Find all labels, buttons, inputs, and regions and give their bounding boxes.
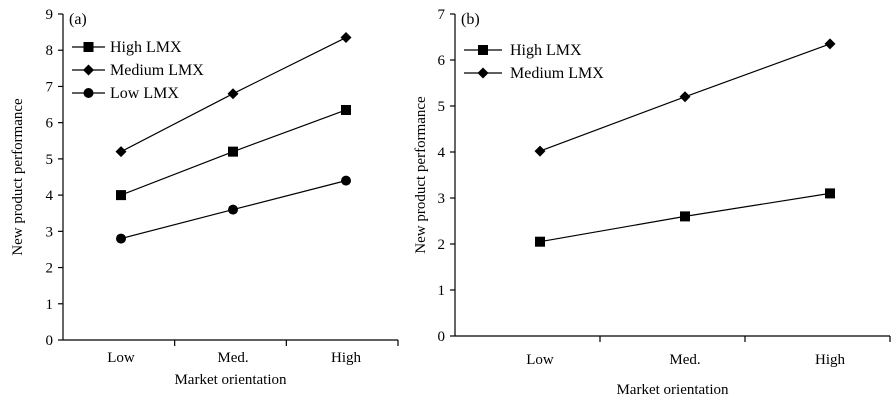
data-point-diamond [340, 32, 352, 44]
legend: High LMX Medium LMX Low LMX [72, 39, 204, 102]
y-tick-label: 2 [438, 237, 446, 253]
y-tick-label: 6 [46, 116, 54, 132]
y-tick-label: 1 [46, 297, 54, 313]
x-tick-label: Low [526, 352, 554, 368]
data-point-diamond [679, 91, 691, 103]
y-axis-title: New product performance [10, 98, 26, 256]
data-point-square [116, 190, 126, 201]
chart-panel-b: 0 1 2 3 4 5 6 7 Low Med. High Market orientation New… [413, 7, 891, 398]
y-tick-label: 6 [438, 53, 446, 69]
legend-marker-diamond [83, 64, 94, 76]
legend-item: High LMX [464, 42, 582, 59]
series-low-lmx [116, 175, 351, 244]
data-point-square [535, 236, 545, 247]
x-tick-label: High [815, 352, 846, 368]
panel-label: (b) [461, 11, 480, 28]
data-point-diamond [227, 88, 239, 100]
y-tick-label: 7 [438, 7, 446, 23]
x-axis-title: Market orientation [616, 382, 729, 398]
series-medium-lmx [534, 38, 836, 157]
series-medium-lmx [115, 32, 352, 158]
chart-panel-a: 0 1 2 3 4 5 6 7 8 9 Low Med. High Market orientation N… [10, 7, 399, 388]
y-tick-label: 4 [438, 145, 446, 161]
data-point-square [680, 211, 690, 222]
y-axis-title: New product performance [413, 96, 429, 254]
series-high-lmx [535, 188, 835, 247]
y-tick-label: 9 [46, 7, 54, 23]
legend-label: Medium LMX [510, 65, 604, 82]
y-tick-label: 4 [46, 188, 54, 204]
legend-item: High LMX [72, 39, 182, 56]
legend-item: Medium LMX [464, 65, 604, 82]
series-high-lmx [116, 104, 351, 201]
legend-marker-circle [83, 88, 94, 98]
y-tick-label: 0 [46, 333, 54, 349]
legend: High LMX Medium LMX [464, 42, 604, 82]
x-axis-title: Market orientation [174, 372, 287, 388]
panel-label: (a) [69, 11, 87, 28]
y-tick-label: 3 [438, 191, 446, 207]
x-tick-label: Med. [669, 352, 700, 368]
data-point-diamond [115, 146, 127, 158]
y-tick-label: 1 [438, 283, 446, 299]
data-point-square [228, 146, 238, 157]
data-point-square [341, 104, 351, 115]
legend-label: Low LMX [110, 85, 179, 102]
x-tick-label: High [331, 350, 362, 366]
y-tick-label: 7 [46, 79, 54, 95]
legend-label: High LMX [110, 39, 182, 56]
legend-marker-square [478, 45, 488, 55]
data-point-circle [228, 204, 238, 215]
y-tick-label: 0 [438, 329, 446, 345]
y-tick-label: 5 [438, 99, 446, 115]
y-tick-label: 8 [46, 43, 54, 59]
data-point-circle [341, 175, 351, 186]
legend-item: Low LMX [72, 85, 179, 102]
data-point-circle [116, 233, 126, 244]
data-point-diamond [534, 145, 546, 157]
x-tick-label: Low [107, 350, 135, 366]
legend-label: Medium LMX [110, 62, 204, 79]
legend-marker-square [83, 42, 94, 52]
y-tick-label: 5 [46, 152, 54, 168]
y-tick-label: 2 [46, 261, 54, 277]
legend-marker-diamond [477, 67, 489, 79]
legend-label: High LMX [510, 42, 582, 59]
legend-item: Medium LMX [72, 62, 204, 79]
y-tick-label: 3 [46, 224, 54, 240]
data-point-diamond [824, 38, 836, 50]
data-point-square [825, 188, 835, 199]
x-tick-label: Med. [217, 350, 248, 366]
